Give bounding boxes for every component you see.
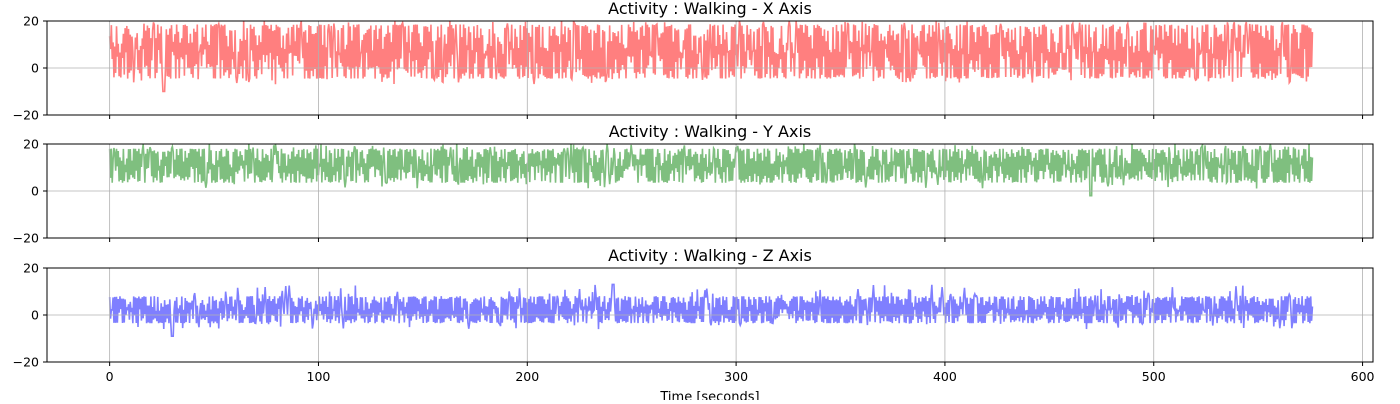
y-tick-label: 20 — [23, 14, 39, 29]
y-tick-label: 0 — [31, 184, 39, 199]
panel-2: −20 0 20 Activity : Walking - Y Axis — [13, 122, 1374, 246]
series-line-panel-3 — [108, 283, 1314, 337]
series-line-panel-2 — [108, 144, 1314, 197]
x-tick-label: 100 — [307, 369, 331, 384]
panel-title: Activity : Walking - Z Axis — [608, 246, 812, 265]
x-tick-label: 300 — [724, 369, 748, 384]
y-tick-label: 0 — [31, 61, 39, 76]
y-tick-label: 20 — [23, 137, 39, 152]
y-tick-label: −20 — [13, 108, 39, 123]
y-tick-label: −20 — [13, 231, 39, 246]
x-axis-label: Time [seconds] — [659, 390, 759, 400]
x-tick-label: 0 — [106, 369, 114, 384]
y-tick-label: 20 — [23, 261, 39, 276]
x-tick-label: 600 — [1351, 369, 1375, 384]
panel-title: Activity : Walking - Y Axis — [609, 122, 811, 141]
y-tick-label: −20 — [13, 355, 39, 370]
x-tick-label: 500 — [1142, 369, 1166, 384]
x-tick-label: 200 — [515, 369, 539, 384]
panel-1: −20 0 20 Activity : Walking - X Axis — [13, 0, 1374, 123]
series-line-panel-1 — [108, 21, 1314, 93]
y-tick-label: 0 — [31, 308, 39, 323]
x-tick-label: 400 — [933, 369, 957, 384]
panel-title: Activity : Walking - X Axis — [608, 0, 812, 18]
